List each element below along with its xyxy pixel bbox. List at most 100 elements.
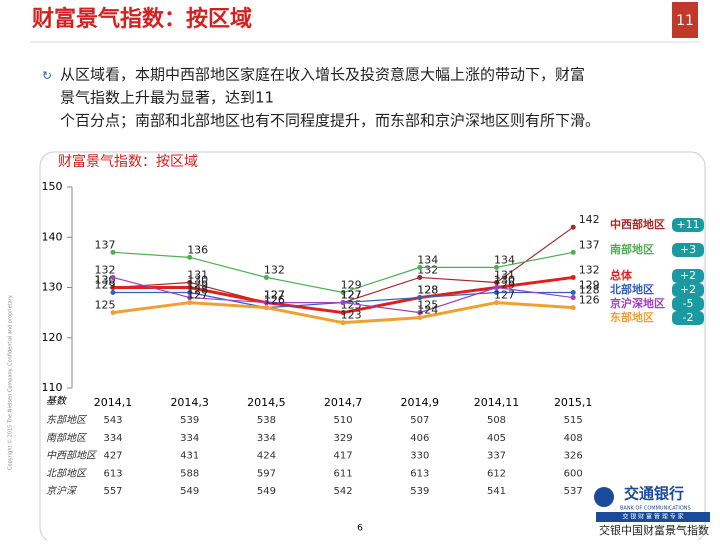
change-box bbox=[672, 243, 704, 257]
table-cell: 334 bbox=[180, 433, 199, 444]
data-label: 127 bbox=[264, 289, 285, 302]
bullet-line: 从区域看，本期中西部地区家庭在收入增长及投资意愿大幅上涨的带动下，财富 bbox=[60, 66, 585, 84]
data-label: 134 bbox=[417, 253, 438, 266]
data-label: 134 bbox=[494, 253, 515, 266]
data-label: 129 bbox=[95, 279, 116, 292]
data-label: 124 bbox=[417, 304, 438, 317]
marker bbox=[494, 300, 499, 306]
data-label: 131 bbox=[494, 268, 515, 281]
marker bbox=[187, 295, 193, 301]
x-tick-label: 2014,7 bbox=[324, 396, 363, 409]
data-label: 123 bbox=[341, 309, 362, 322]
table-cell: 405 bbox=[487, 433, 506, 444]
logo-slogan: 交 银 财 富 管 理 专 家 bbox=[622, 513, 683, 521]
copyright: Copyright © 2015 The Nielsen Company. Co… bbox=[7, 294, 14, 470]
page-number: 6 bbox=[357, 524, 363, 534]
bullet-icon: ↻ bbox=[42, 69, 52, 83]
table-cell: 510 bbox=[334, 415, 353, 426]
data-label: 129 bbox=[341, 279, 362, 292]
row-label: 东部地区 bbox=[46, 414, 88, 426]
x-tick-label: 2014,3 bbox=[170, 396, 209, 409]
table-cell: 537 bbox=[564, 486, 583, 497]
marker bbox=[417, 264, 423, 270]
marker bbox=[570, 290, 576, 296]
data-label: 130 bbox=[494, 274, 515, 287]
table-cell: 507 bbox=[410, 415, 429, 426]
change-box bbox=[672, 218, 704, 232]
table-header: 基数 bbox=[46, 395, 68, 407]
table-cell: 406 bbox=[410, 433, 429, 444]
data-label: 127 bbox=[494, 289, 515, 302]
data-label: 130 bbox=[187, 274, 208, 287]
marker bbox=[110, 274, 116, 280]
marker bbox=[187, 300, 193, 306]
marker bbox=[263, 300, 269, 306]
change-label: +3 bbox=[680, 243, 696, 256]
table-cell: 515 bbox=[564, 415, 583, 426]
table-cell: 539 bbox=[410, 486, 429, 497]
table-cell: 597 bbox=[257, 468, 276, 479]
marker bbox=[417, 315, 423, 321]
x-tick-label: 2015,1 bbox=[554, 396, 593, 409]
y-tick-label: 140 bbox=[42, 230, 63, 243]
table-cell: 424 bbox=[257, 451, 276, 462]
marker bbox=[263, 274, 269, 280]
data-label: 126 bbox=[579, 294, 600, 307]
marker bbox=[494, 285, 499, 290]
marker bbox=[570, 305, 576, 311]
data-label: 125 bbox=[95, 299, 116, 312]
y-tick-label: 120 bbox=[42, 331, 63, 344]
x-tick-label: 2014,11 bbox=[474, 396, 520, 409]
data-label: 127 bbox=[264, 289, 285, 302]
row-label: 京沪深 bbox=[46, 485, 78, 497]
table-cell: 613 bbox=[103, 468, 122, 479]
data-label: 142 bbox=[579, 213, 600, 226]
marker bbox=[340, 320, 346, 326]
table-cell: 543 bbox=[103, 415, 122, 426]
data-label: 126 bbox=[264, 294, 285, 307]
logo-band bbox=[596, 512, 710, 522]
marker bbox=[340, 300, 346, 306]
marker bbox=[110, 249, 116, 255]
data-label: 128 bbox=[417, 284, 438, 297]
table-cell: 612 bbox=[487, 468, 506, 479]
bullet-line: 景气指数上升最为显著，达到11 bbox=[60, 89, 274, 107]
table-cell: 329 bbox=[334, 433, 353, 444]
bullet-line: 个百分点；南部和北部地区也有不同程度提升，而东部和京沪深地区则有所下滑。 bbox=[60, 112, 600, 130]
marker bbox=[494, 264, 499, 270]
marker bbox=[187, 254, 193, 260]
data-label: 130 bbox=[95, 274, 116, 287]
legend-label: 东部地区 bbox=[610, 310, 654, 324]
data-label: 129 bbox=[187, 279, 208, 292]
data-label: 131 bbox=[187, 268, 208, 281]
table-cell: 417 bbox=[334, 451, 353, 462]
legend-label: 京沪深地区 bbox=[610, 296, 665, 310]
badge bbox=[672, 2, 698, 38]
data-label: 128 bbox=[417, 284, 438, 297]
legend-label: 总体 bbox=[610, 268, 633, 282]
table-cell: 508 bbox=[487, 415, 506, 426]
data-label: 132 bbox=[417, 263, 438, 276]
x-tick-label: 2014,1 bbox=[94, 396, 133, 409]
marker bbox=[417, 295, 423, 301]
change-box bbox=[672, 283, 704, 297]
table-cell: 539 bbox=[180, 415, 199, 426]
table-cell: 334 bbox=[257, 433, 276, 444]
data-label: 137 bbox=[579, 238, 600, 251]
data-label: 128 bbox=[579, 284, 600, 297]
y-tick-label: 110 bbox=[42, 381, 63, 394]
marker bbox=[494, 279, 499, 285]
data-label: 127 bbox=[341, 289, 362, 302]
x-tick-label: 2014,5 bbox=[247, 396, 286, 409]
table-cell: 408 bbox=[564, 433, 583, 444]
marker bbox=[340, 310, 346, 316]
table-cell: 334 bbox=[103, 433, 122, 444]
marker bbox=[570, 295, 576, 301]
logo-en: BANK OF COMMUNICATIONS bbox=[620, 506, 691, 512]
chart-frame bbox=[39, 151, 706, 543]
data-label: 125 bbox=[417, 299, 438, 312]
table-cell: 337 bbox=[487, 451, 506, 462]
change-box bbox=[672, 311, 704, 325]
marker bbox=[110, 310, 116, 316]
